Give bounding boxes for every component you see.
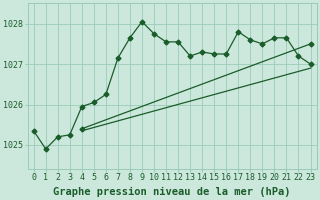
X-axis label: Graphe pression niveau de la mer (hPa): Graphe pression niveau de la mer (hPa): [53, 186, 291, 197]
